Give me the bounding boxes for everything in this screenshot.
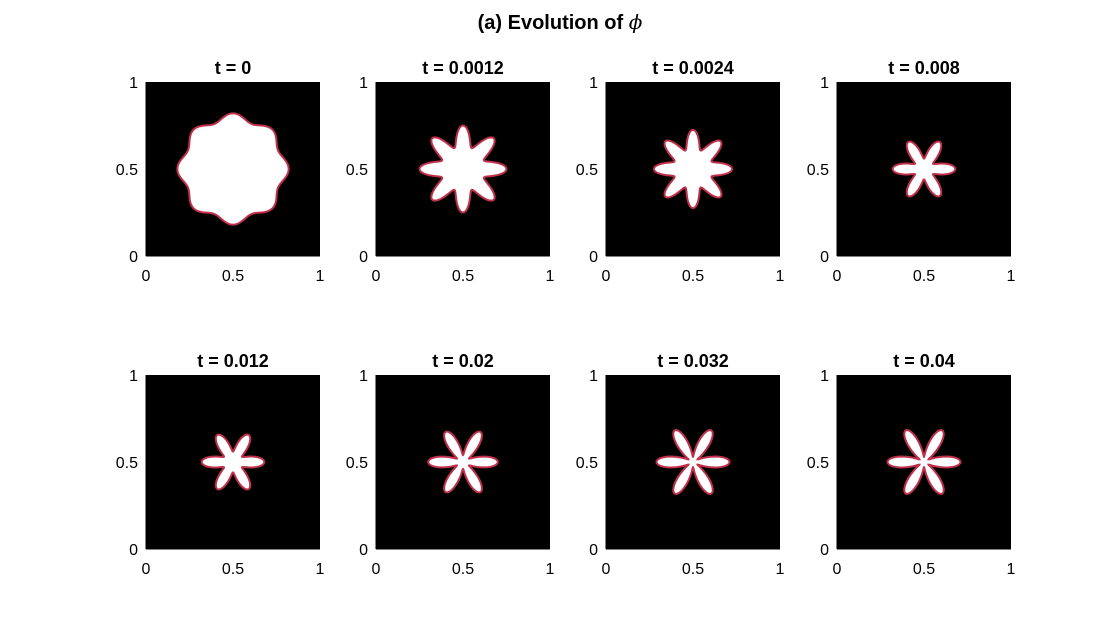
y-tick-label: 0 [589,542,598,559]
x-tick-label: 0 [602,268,611,285]
phi-interface [891,140,957,198]
x-tick-label: 1 [1007,268,1016,285]
y-tick-label: 0 [129,249,138,266]
x-tick-label: 1 [1007,561,1016,578]
phi-interface [418,124,508,214]
x-tick-label: 0.5 [913,268,935,285]
y-tick-label: 0 [359,249,368,266]
figure-title: (a) Evolution of ϕ [0,10,1120,35]
y-tick-label: 0.5 [576,455,598,472]
y-tick-label: 0.5 [346,162,368,179]
x-tick-label: 1 [776,561,785,578]
phi-interface [652,128,734,210]
x-tick-label: 0.5 [682,268,704,285]
panel-1: t = 0 0 0.5 1 0 0.5 1 [116,58,325,285]
figure-title-text: (a) Evolution of [477,12,629,34]
panel-title: t = 0.0012 [422,58,504,78]
y-tick-label: 1 [359,75,368,92]
y-tick-label: 0.5 [576,162,598,179]
phi-interface [886,429,962,495]
y-tick-label: 0.5 [807,162,829,179]
y-tick-label: 1 [359,368,368,385]
x-tick-label: 0.5 [452,561,474,578]
y-tick-label: 1 [820,75,829,92]
x-tick-label: 0.5 [913,561,935,578]
x-tick-label: 0 [372,268,381,285]
panel-3: t = 0.0024 0 0.5 1 0 0.5 1 [576,58,785,285]
x-tick-label: 1 [546,268,555,285]
x-tick-label: 1 [316,268,325,285]
panel-title: t = 0.012 [197,351,269,371]
x-tick-label: 0 [602,561,611,578]
y-tick-label: 1 [589,368,598,385]
panel-8: t = 0.04 0 0.5 1 0 0.5 1 [807,351,1016,578]
y-tick-label: 1 [129,75,138,92]
phi-interface [200,433,266,491]
x-tick-label: 0.5 [682,561,704,578]
panel-title: t = 0 [215,58,252,78]
panel-title: t = 0.032 [657,351,729,371]
phi-interface [176,112,290,226]
x-tick-label: 0.5 [222,268,244,285]
x-tick-label: 1 [316,561,325,578]
y-tick-label: 1 [589,75,598,92]
x-tick-label: 0.5 [222,561,244,578]
x-tick-label: 1 [776,268,785,285]
y-tick-label: 0.5 [807,455,829,472]
y-tick-label: 1 [129,368,138,385]
panel-title: t = 0.02 [432,351,494,371]
x-tick-label: 0 [833,268,842,285]
panel-title: t = 0.0024 [652,58,734,78]
x-tick-label: 0 [142,268,151,285]
phi-interface [655,429,731,495]
y-tick-label: 0 [589,249,598,266]
panel-6: t = 0.02 0 0.5 1 0 0.5 1 [346,351,555,578]
y-tick-label: 0 [820,249,829,266]
panel-title: t = 0.008 [888,58,960,78]
panel-4: t = 0.008 0 0.5 1 0 0.5 1 [807,58,1016,285]
y-tick-label: 0 [129,542,138,559]
y-tick-label: 0.5 [116,162,138,179]
y-tick-label: 0.5 [116,455,138,472]
x-tick-label: 0 [142,561,151,578]
phi-interface [427,430,499,494]
x-tick-label: 0.5 [452,268,474,285]
y-tick-label: 0 [359,542,368,559]
figure-title-symbol: ϕ [628,10,643,34]
y-tick-label: 1 [820,368,829,385]
x-tick-label: 1 [546,561,555,578]
panel-7: t = 0.032 0 0.5 1 0 0.5 1 [576,351,785,578]
y-tick-label: 0.5 [346,455,368,472]
panel-5: t = 0.012 0 0.5 1 0 0.5 1 [116,351,325,578]
x-tick-label: 0 [372,561,381,578]
panel-2: t = 0.0012 0 0.5 1 0 0.5 1 [346,58,555,285]
x-tick-label: 0 [833,561,842,578]
y-tick-label: 0 [820,542,829,559]
panel-title: t = 0.04 [893,351,955,371]
